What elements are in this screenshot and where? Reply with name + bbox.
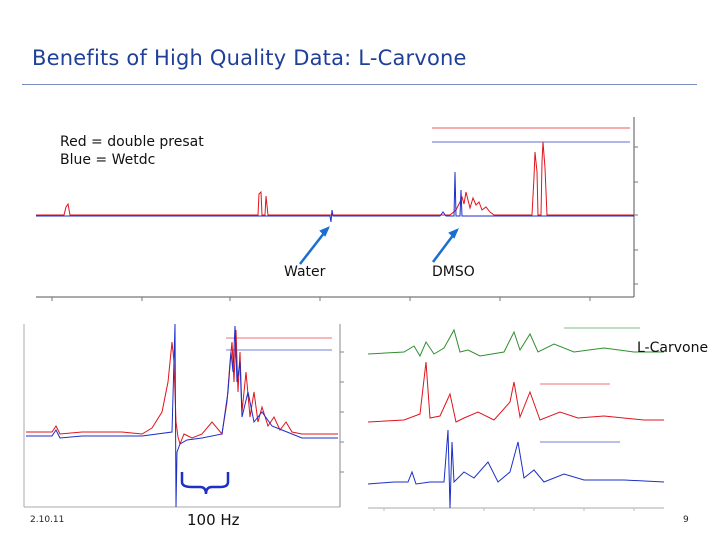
slide-title: Benefits of High Quality Data: L-Carvone <box>32 46 467 70</box>
water-label: Water <box>284 264 326 280</box>
dmso-label: DMSO <box>432 264 475 280</box>
title-divider <box>22 84 697 85</box>
hz-label: 100 Hz <box>187 511 240 529</box>
page-number: 9 <box>683 515 689 525</box>
slide-date: 2.10.11 <box>30 515 65 525</box>
trace-legend: Red = double presat Blue = Wetdc <box>60 133 204 169</box>
zoomed-spectrum-left <box>23 323 344 508</box>
lcarvone-label: L-Carvone <box>637 340 709 356</box>
legend-blue: Blue = Wetdc <box>60 152 156 168</box>
stacked-spectra-right <box>367 327 665 511</box>
full-spectrum <box>36 117 638 301</box>
legend-red: Red = double presat <box>60 134 204 150</box>
